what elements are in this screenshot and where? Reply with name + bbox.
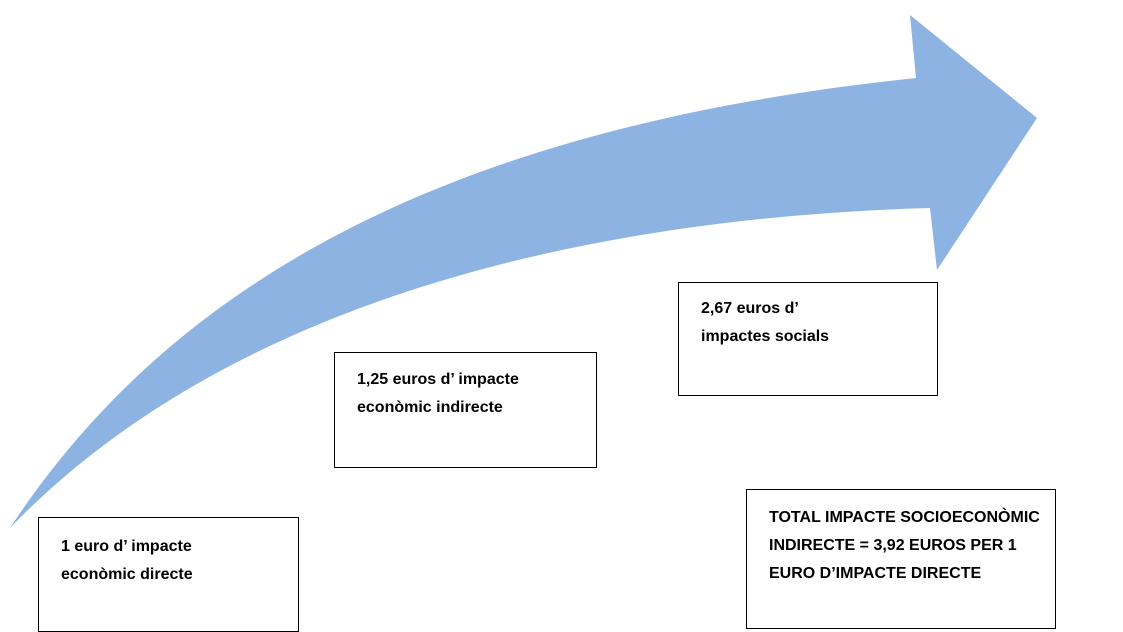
direct-impact-box: 1 euro d’ impacte econòmic directe: [38, 517, 299, 632]
social-impact-line-1: 2,67 euros d’: [701, 300, 799, 317]
indirect-impact-line-1: 1,25 euros d’ impacte: [357, 371, 519, 388]
total-impact-line-3: EURO D’IMPACTE DIRECTE: [769, 565, 982, 582]
curved-arrow-icon: [10, 15, 1037, 528]
social-impact-line-2: impactes socials: [701, 328, 830, 345]
total-impact-box: TOTAL IMPACTE SOCIOECONÒMIC INDIRECTE = …: [746, 489, 1056, 629]
indirect-impact-line-2: econòmic indirecte: [357, 399, 503, 416]
indirect-impact-box: 1,25 euros d’ impacte econòmic indirecte: [334, 352, 597, 468]
social-impact-box: 2,67 euros d’ impactes socials: [678, 282, 938, 396]
direct-impact-line-1: 1 euro d’ impacte: [61, 538, 192, 555]
direct-impact-line-2: econòmic directe: [61, 566, 193, 583]
total-impact-line-1: TOTAL IMPACTE SOCIOECONÒMIC: [769, 509, 1040, 526]
total-impact-line-2: INDIRECTE = 3,92 EUROS PER 1: [769, 537, 1017, 554]
